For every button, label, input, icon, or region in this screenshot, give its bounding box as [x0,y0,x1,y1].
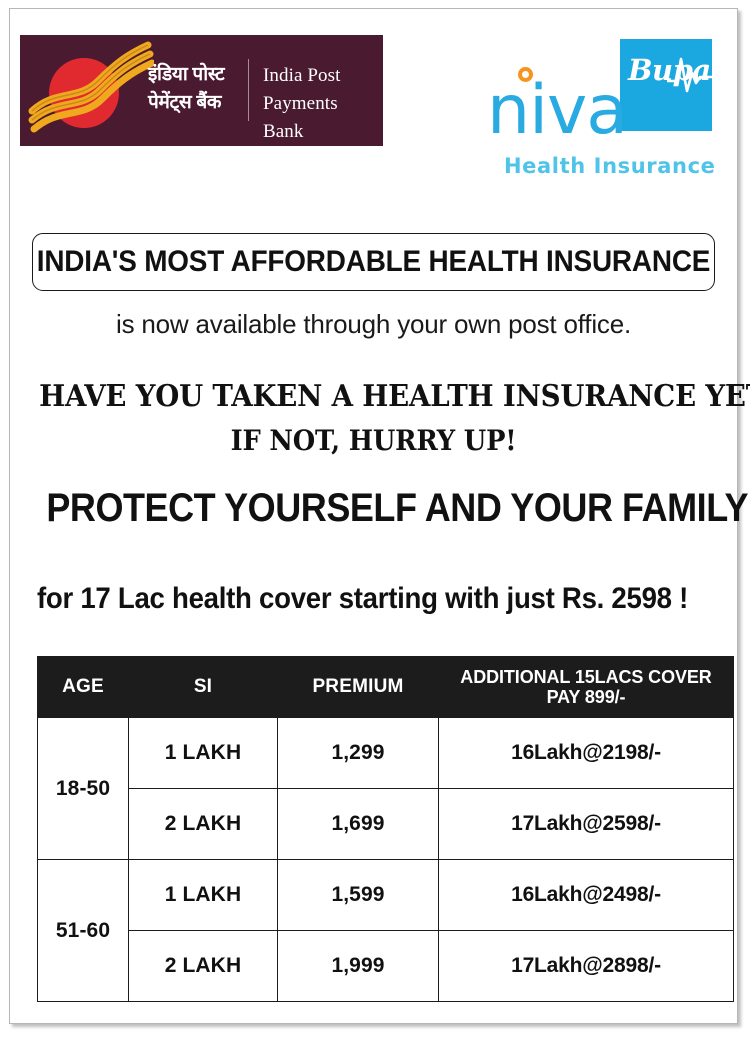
cell-age-group-1: 18-50 [37,717,129,860]
cell-premium: 1,299 [277,717,439,789]
cell-age-group-2: 51-60 [37,859,129,1002]
ippb-hindi-line-2: पेमेंट्स बैंक [148,92,222,113]
cell-additional: 16Lakh@2498/- [438,859,734,931]
col-header-additional: ADDITIONAL 15LACS COVER PAY 899/- [438,656,734,718]
ippb-english-line-1: India Post [263,65,341,86]
callout-protect-line: PROTECT YOURSELF AND YOUR FAMILY [46,486,749,530]
col-header-premium: PREMIUM [277,656,439,718]
headline-subline: is now available through your own post o… [116,309,631,339]
cell-additional: 17Lakh@2898/- [438,930,734,1002]
table-header-row: AGE SI PREMIUM ADDITIONAL 15LACS COVER P… [37,656,734,718]
table-row: 2 LAKH 1,699 17Lakh@2598/- [38,788,734,860]
headline-text: INDIA'S MOST AFFORDABLE HEALTH INSURANCE [36,245,711,278]
col-header-si: SI [128,656,278,718]
page-border: इंडिया पोस्ट पेमेंट्स बैंक India Post Pa… [9,8,750,1024]
cell-premium: 1,599 [277,859,439,931]
niva-tagline: Health Insurance [504,154,716,178]
niva-wordmark: niva [487,71,628,150]
cell-premium: 1,999 [277,930,439,1002]
rate-table-body: 18-50 1 LAKH 1,299 16Lakh@2198/- 2 LAKH … [37,717,734,1002]
ippb-english-name: India Post Payments Bank [263,62,383,146]
col-header-additional-line-1: ADDITIONAL 15LACS COVER [460,667,712,687]
logo-row: इंडिया पोस्ट पेमेंट्स बैंक India Post Pa… [10,9,737,189]
cell-si: 2 LAKH [128,930,278,1002]
col-header-age: AGE [37,656,129,718]
callout-question-line-1: HAVE YOU TAKEN A HEALTH INSURANCE YET? [39,379,750,414]
ippb-hindi-line-1: इंडिया पोस्ट [148,64,225,85]
ippb-divider [248,59,249,121]
table-row: 2 LAKH 1,999 17Lakh@2898/- [38,930,734,1002]
callout-question-line-2: IF NOT, HURRY UP! [230,424,517,457]
ippb-hindi-name: इंडिया पोस्ट पेमेंट्स बैंक [148,61,246,117]
cell-si: 1 LAKH [128,859,278,931]
bupa-box: Bupa [620,39,712,131]
callout-price-line: for 17 Lac health cover starting with ju… [37,582,689,615]
cell-si: 1 LAKH [128,717,278,789]
niva-dot-icon [518,67,533,82]
rate-table-wrapper: AGE SI PREMIUM ADDITIONAL 15LACS COVER P… [37,656,734,1002]
col-header-additional-line-2: PAY 899/- [546,687,626,707]
rate-table: AGE SI PREMIUM ADDITIONAL 15LACS COVER P… [37,656,734,1002]
cell-premium: 1,699 [277,788,439,860]
niva-bupa-logo: Bupa niva Health Insurance [480,39,720,185]
rate-table-header: AGE SI PREMIUM ADDITIONAL 15LACS COVER P… [37,656,734,718]
cell-si: 2 LAKH [128,788,278,860]
table-row: 51-60 1 LAKH 1,599 16Lakh@2498/- [37,859,734,1002]
cell-additional: 16Lakh@2198/- [438,717,734,789]
india-post-payments-bank-logo: इंडिया पोस्ट पेमेंट्स बैंक India Post Pa… [20,35,383,146]
headline-box: INDIA'S MOST AFFORDABLE HEALTH INSURANCE [32,233,715,291]
heartbeat-pulse-icon [667,57,712,93]
cell-additional: 17Lakh@2598/- [438,788,734,860]
table-row: 18-50 1 LAKH 1,299 16Lakh@2198/- [37,717,734,860]
india-post-swoosh-emblem [28,41,154,133]
ippb-english-line-2: Payments Bank [263,93,338,142]
